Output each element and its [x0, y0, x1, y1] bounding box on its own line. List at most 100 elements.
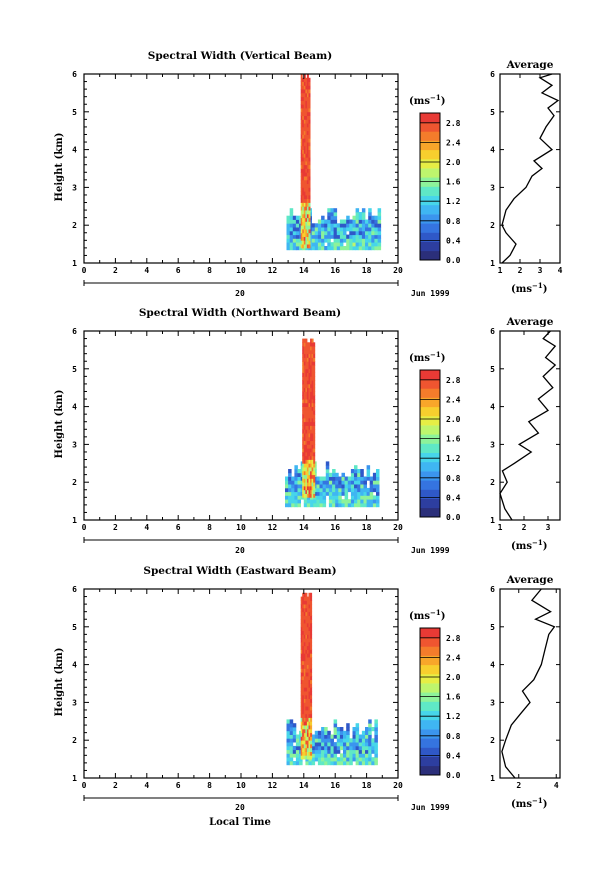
- heatmap-cell: [310, 698, 313, 703]
- heatmap-cell: [311, 399, 314, 404]
- heatmap-cell: [300, 130, 303, 135]
- colorbar-swatch: [420, 701, 440, 711]
- heatmap-cell: [306, 176, 309, 181]
- heatmap-cell: [377, 208, 382, 213]
- heatmap-cell: [330, 208, 334, 213]
- heatmap-cell: [352, 219, 356, 224]
- heatmap-cell: [310, 395, 313, 400]
- heatmap-cell: [306, 244, 309, 249]
- heatmap-cell: [317, 223, 322, 228]
- date-axis: [83, 537, 399, 543]
- heatmap-cell: [327, 234, 331, 239]
- heatmap-cell: [335, 503, 339, 508]
- heatmap-cell: [303, 414, 306, 419]
- heatmap-cell: [303, 668, 306, 673]
- heatmap-cell: [311, 368, 314, 373]
- heatmap-cell: [308, 694, 311, 699]
- heatmap-cell: [365, 753, 369, 758]
- heatmap-cell: [303, 153, 306, 158]
- heatmap-cell: [303, 657, 306, 662]
- heatmap-cell: [355, 230, 360, 236]
- heatmap-cell: [341, 499, 345, 504]
- heatmap-cell: [310, 736, 313, 741]
- heatmap-cell: [308, 85, 311, 90]
- heatmap-cell: [346, 757, 350, 762]
- heatmap-cell: [314, 730, 319, 735]
- heatmap-cell: [300, 698, 303, 703]
- heatmap-cell: [308, 683, 311, 688]
- heatmap-cell: [313, 402, 316, 407]
- heatmap-cell: [311, 478, 314, 483]
- heatmap-cell: [371, 727, 375, 732]
- heatmap-cell: [344, 503, 349, 508]
- colorbar-swatch: [420, 637, 440, 647]
- heatmap-cell: [377, 227, 382, 232]
- heatmap-cell: [327, 761, 331, 766]
- heatmap-cell: [303, 683, 306, 688]
- heatmap-cell: [306, 402, 309, 407]
- heatmap-cell: [286, 242, 290, 247]
- heatmap-cell: [306, 232, 309, 237]
- y-tick-label: 1: [72, 516, 77, 525]
- heatmap-cell: [305, 414, 308, 419]
- heatmap-cell: [303, 96, 306, 101]
- heatmap-cell: [308, 387, 311, 392]
- heatmap-cell: [317, 757, 322, 762]
- heatmap-cell: [295, 215, 300, 220]
- heatmap-cell: [372, 476, 377, 481]
- heatmap-cell: [313, 474, 316, 479]
- heatmap-cell: [305, 138, 308, 143]
- heatmap-cell: [330, 761, 334, 766]
- heatmap-cell: [306, 444, 309, 449]
- heatmap-cell: [357, 491, 361, 496]
- heatmap-cell: [300, 164, 303, 169]
- heatmap-cell: [308, 414, 311, 419]
- heatmap-cell: [369, 495, 374, 500]
- x-tick-label: 0: [82, 781, 87, 790]
- average-y-tick-label: 3: [490, 440, 495, 449]
- heatmap-cell: [286, 727, 290, 732]
- heatmap-cell: [285, 484, 289, 489]
- heatmap-cell: [310, 668, 313, 673]
- heatmap-cell: [305, 429, 308, 434]
- heatmap-cell: [303, 376, 306, 381]
- heatmap-cell: [300, 623, 303, 628]
- x-tick-label: 10: [236, 523, 246, 532]
- heatmap-cell: [360, 480, 364, 485]
- heatmap-cell: [288, 495, 292, 500]
- heatmap-cell: [303, 108, 306, 113]
- heatmap-cell: [303, 395, 306, 400]
- heatmap-cell: [305, 725, 308, 730]
- heatmap-cell: [305, 85, 308, 90]
- heatmap-cell: [374, 761, 378, 766]
- heatmap-cell: [321, 757, 325, 762]
- average-y-tick-label: 4: [490, 146, 495, 155]
- heatmap-cell: [360, 495, 364, 500]
- colorbar-tick-label: 2.0: [446, 673, 461, 682]
- heatmap-cell: [302, 619, 305, 624]
- heatmap-cell: [336, 734, 341, 739]
- heatmap-cell: [308, 368, 311, 373]
- heatmap-cell: [347, 476, 352, 481]
- heatmap-cell: [372, 472, 377, 477]
- heatmap-cell: [325, 465, 330, 470]
- heatmap-cell: [335, 476, 339, 481]
- panel-title: Spectral Width (Northward Beam): [139, 307, 341, 319]
- heatmap-cell: [289, 238, 294, 243]
- heatmap-cell: [303, 433, 306, 438]
- heatmap-cell: [303, 191, 306, 196]
- heatmap-cell: [311, 395, 314, 400]
- heatmap-cell: [310, 383, 313, 389]
- heatmap-cell: [305, 717, 308, 722]
- heatmap-cell: [300, 153, 303, 158]
- heatmap-cell: [360, 503, 364, 508]
- heatmap-cell: [303, 486, 306, 491]
- x-tick-label: 12: [268, 266, 278, 275]
- heatmap-cell: [300, 100, 303, 105]
- heatmap-cell: [350, 491, 355, 496]
- heatmap-cell: [303, 702, 306, 707]
- heatmap-cell: [313, 414, 316, 419]
- heatmap-cell: [328, 491, 333, 496]
